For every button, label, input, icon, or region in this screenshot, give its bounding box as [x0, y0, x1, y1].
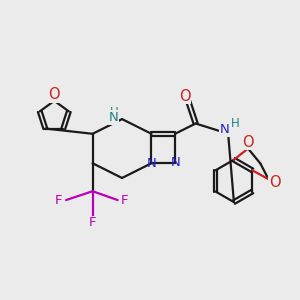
Text: N: N [171, 156, 181, 169]
Text: F: F [89, 216, 96, 229]
Text: N: N [220, 123, 230, 136]
Text: N: N [109, 111, 119, 124]
Text: O: O [49, 87, 60, 102]
Text: O: O [179, 88, 190, 104]
Text: F: F [121, 194, 129, 207]
Text: H: H [231, 117, 240, 130]
Text: H: H [110, 106, 118, 119]
Text: N: N [147, 157, 156, 170]
Text: F: F [55, 194, 62, 207]
Text: O: O [242, 134, 254, 149]
Text: O: O [269, 175, 281, 190]
